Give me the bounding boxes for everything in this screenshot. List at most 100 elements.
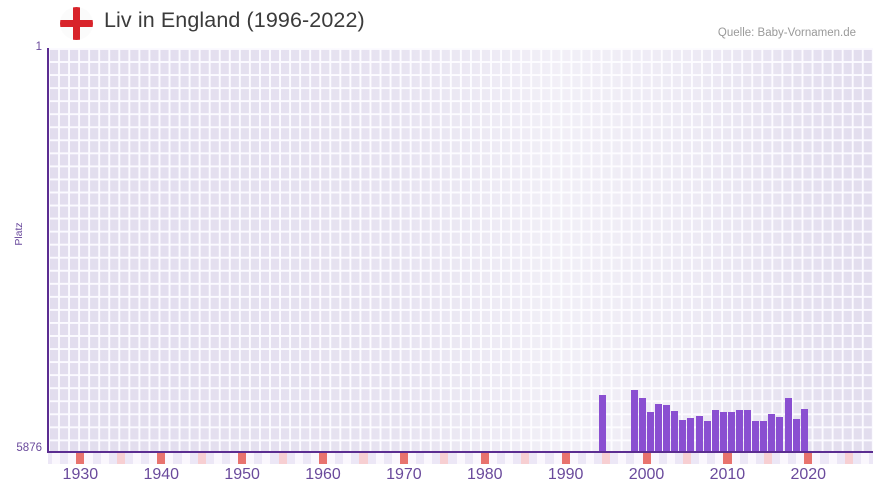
x-tick-cell xyxy=(76,453,85,464)
x-tick-cell xyxy=(731,453,740,464)
x-tick-cell xyxy=(456,453,465,464)
x-tick-cell xyxy=(521,453,530,464)
x-tick-cell xyxy=(286,453,295,464)
x-tick-cell xyxy=(860,453,870,464)
x-tick-cell xyxy=(804,453,813,464)
x-tick-cell xyxy=(157,453,166,464)
x-tick-cell xyxy=(505,453,514,464)
x-tick-cell xyxy=(642,453,651,464)
x-tick-cell xyxy=(666,453,675,464)
bar xyxy=(800,409,808,452)
x-tick-cell xyxy=(52,453,61,464)
x-tick-cell xyxy=(869,453,873,464)
x-axis-tick-label: 1960 xyxy=(305,466,341,483)
x-tick-cell xyxy=(294,453,303,464)
x-tick-cell xyxy=(92,453,101,464)
x-axis-tick-label: 1950 xyxy=(224,466,260,483)
bar xyxy=(655,404,663,452)
x-tick-cell xyxy=(788,453,797,464)
bar xyxy=(752,421,760,452)
bar xyxy=(695,416,703,452)
x-tick-cell xyxy=(553,453,562,464)
bar xyxy=(598,395,606,452)
source-label: Quelle: Baby-Vornamen.de xyxy=(717,27,856,39)
x-tick-cell xyxy=(270,453,279,464)
x-tick-cell xyxy=(480,453,489,464)
x-tick-cell xyxy=(747,453,756,464)
bar xyxy=(792,419,800,452)
x-tick-cell xyxy=(416,453,425,464)
x-tick-cell xyxy=(594,453,603,464)
x-tick-cell xyxy=(763,453,773,464)
x-tick-cell xyxy=(432,453,441,464)
x-tick-cell xyxy=(577,453,586,464)
x-tick-cell xyxy=(472,453,481,464)
bar xyxy=(768,414,776,452)
x-tick-cell xyxy=(343,453,352,464)
x-tick-cell xyxy=(189,453,198,464)
x-tick-cell xyxy=(367,453,376,464)
x-tick-cell xyxy=(464,453,473,464)
x-tick-cell xyxy=(626,453,635,464)
x-tick-cell xyxy=(375,453,384,464)
x-tick-cell xyxy=(221,453,231,464)
x-tick-cell xyxy=(682,453,692,464)
x-tick-cell xyxy=(278,453,287,464)
x-tick-cell xyxy=(699,453,708,464)
x-tick-cell xyxy=(691,453,700,464)
bar xyxy=(736,410,743,452)
england-flag-icon xyxy=(60,7,93,40)
bar xyxy=(687,418,695,452)
bar xyxy=(663,405,671,452)
x-tick-cell xyxy=(141,453,150,464)
x-tick-cell xyxy=(68,453,77,464)
x-tick-cell xyxy=(569,453,578,464)
x-tick-cell xyxy=(254,453,263,464)
bar xyxy=(630,390,638,452)
x-tick-cell xyxy=(537,453,546,464)
bar xyxy=(719,412,727,452)
y-axis-line xyxy=(47,48,49,452)
bar xyxy=(760,421,768,452)
bar xyxy=(647,412,655,452)
bar xyxy=(784,398,792,452)
x-tick-cell xyxy=(327,453,336,464)
x-tick-cell xyxy=(197,453,206,464)
x-axis-tick-band xyxy=(48,453,873,464)
y-axis-tick-top: 1 xyxy=(35,41,42,53)
x-tick-cell xyxy=(707,453,716,464)
x-tick-cell xyxy=(48,453,53,464)
x-tick-cell xyxy=(246,453,255,464)
x-tick-cell xyxy=(213,453,223,464)
chart-header: Liv in England (1996-2022) Quelle: Baby-… xyxy=(0,0,873,48)
x-tick-cell xyxy=(545,453,554,464)
x-tick-cell xyxy=(715,453,724,464)
x-tick-cell xyxy=(836,453,845,464)
x-tick-cell xyxy=(585,453,595,464)
x-tick-cell xyxy=(262,453,271,464)
x-tick-cell xyxy=(674,453,684,464)
x-tick-cell xyxy=(319,453,328,464)
x-tick-cell xyxy=(723,453,732,464)
x-tick-cell xyxy=(820,453,829,464)
x-axis-tick-label: 1930 xyxy=(62,466,99,483)
bar xyxy=(776,417,784,452)
x-tick-cell xyxy=(124,453,134,464)
x-tick-cell xyxy=(739,453,748,464)
x-tick-cell xyxy=(399,453,409,464)
x-tick-cell xyxy=(383,453,392,464)
x-tick-cell xyxy=(488,453,498,464)
bar xyxy=(744,410,752,452)
x-tick-cell xyxy=(84,453,93,464)
x-tick-cell xyxy=(149,453,158,464)
x-tick-cell xyxy=(230,453,239,464)
x-tick-cell xyxy=(513,453,522,464)
x-tick-cell xyxy=(610,453,619,464)
x-tick-cell xyxy=(359,453,368,464)
x-tick-cell xyxy=(755,453,764,464)
x-axis-tick-label: 2010 xyxy=(709,466,746,483)
x-tick-cell xyxy=(108,453,117,464)
x-axis-tick-label: 1980 xyxy=(466,466,503,483)
x-axis-tick-label: 2020 xyxy=(790,466,827,483)
